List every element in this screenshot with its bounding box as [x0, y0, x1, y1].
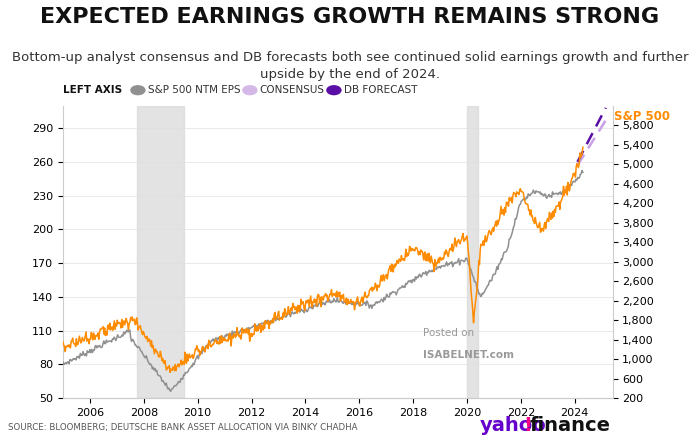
- Text: S&P 500 NTM EPS: S&P 500 NTM EPS: [148, 85, 240, 95]
- Text: Posted on: Posted on: [423, 328, 474, 338]
- Text: SOURCE: BLOOMBERG; DEUTSCHE BANK ASSET ALLOCATION VIA BINKY CHADHA: SOURCE: BLOOMBERG; DEUTSCHE BANK ASSET A…: [8, 423, 358, 432]
- Text: S&P 500: S&P 500: [614, 110, 670, 123]
- Bar: [137, 106, 184, 398]
- Text: EXPECTED EARNINGS GROWTH REMAINS STRONG: EXPECTED EARNINGS GROWTH REMAINS STRONG: [41, 7, 659, 26]
- Text: !: !: [524, 416, 533, 435]
- Text: yahoo: yahoo: [480, 416, 546, 435]
- Text: CONSENSUS: CONSENSUS: [260, 85, 325, 95]
- Text: ISABELNET.com: ISABELNET.com: [423, 350, 514, 360]
- Text: Bottom-up analyst consensus and DB forecasts both see continued solid earnings g: Bottom-up analyst consensus and DB forec…: [12, 51, 688, 81]
- Bar: [467, 106, 478, 398]
- Text: DB FORECAST: DB FORECAST: [344, 85, 417, 95]
- Text: LEFT AXIS: LEFT AXIS: [64, 85, 122, 95]
- Text: finance: finance: [530, 416, 611, 435]
